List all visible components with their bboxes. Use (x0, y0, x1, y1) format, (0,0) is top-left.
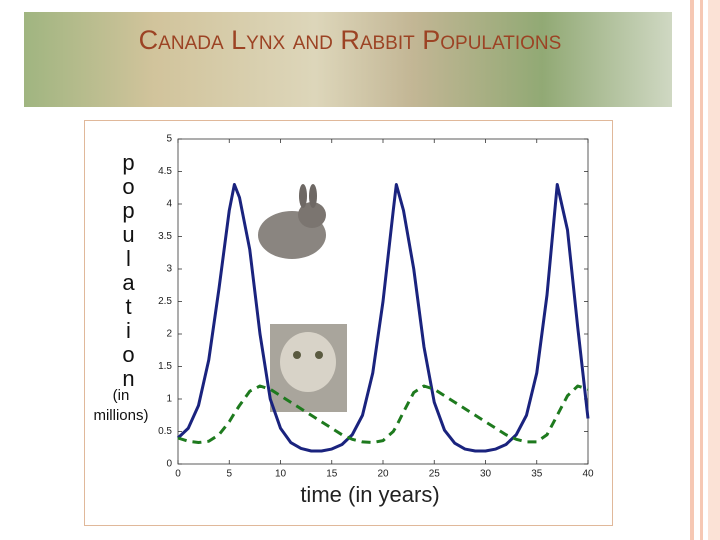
border-stripe (708, 0, 720, 540)
x-tick-label: 30 (480, 469, 492, 480)
y-tick-label: 2 (166, 329, 172, 340)
lynx-photo (270, 324, 347, 412)
x-tick-label: 35 (531, 469, 543, 480)
x-tick-label: 15 (326, 469, 338, 480)
series-line (176, 183, 590, 453)
x-tick-label: 25 (429, 469, 441, 480)
slide-title: Canada Lynx and Rabbit Populations (138, 25, 562, 55)
x-tick-label: 0 (175, 469, 181, 480)
y-tick-label: 4.5 (158, 166, 172, 177)
x-tick-label: 10 (275, 469, 287, 480)
x-tick-label: 40 (582, 469, 594, 480)
y-tick-label: 1.5 (158, 361, 172, 372)
y-tick-label: 1 (166, 394, 172, 405)
y-tick-label: 4 (166, 199, 172, 210)
x-tick-label: 5 (226, 469, 232, 480)
y-tick-label: 2.5 (158, 296, 172, 307)
border-stripe (700, 0, 703, 540)
banner (24, 12, 672, 107)
series-line (177, 384, 589, 445)
y-tick-label: 0 (166, 459, 172, 470)
y-tick-label: 0.5 (158, 426, 172, 437)
x-axis-label: time (in years) (300, 482, 439, 507)
y-axis-label: population (116, 150, 141, 390)
border-stripe (690, 0, 694, 540)
y-tick-label: 3.5 (158, 231, 172, 242)
y-axis-units: (in millions) (93, 387, 149, 424)
y-tick-label: 3 (166, 264, 172, 275)
x-tick-label: 20 (377, 469, 389, 480)
rabbit-photo (258, 184, 326, 259)
y-tick-label: 5 (166, 134, 172, 145)
